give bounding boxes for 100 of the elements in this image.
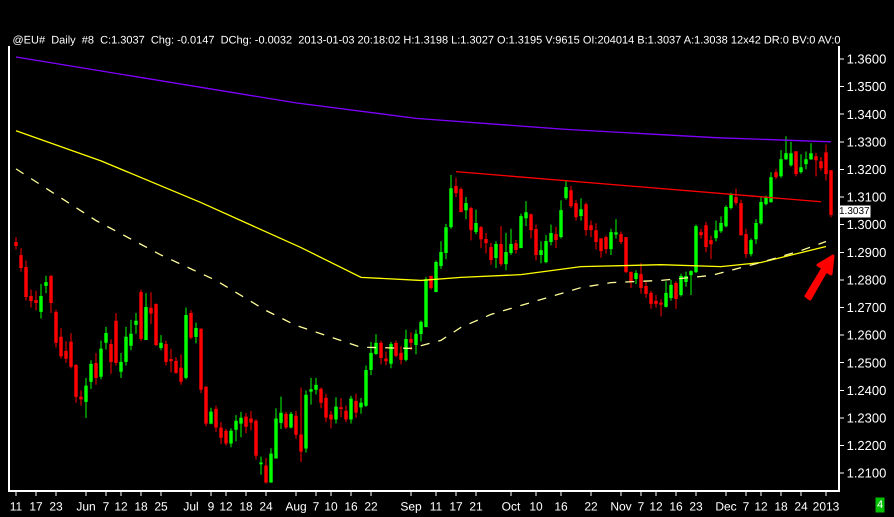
line-series	[15, 130, 827, 282]
candlestick	[574, 199, 578, 222]
x-tick-label: 23	[49, 499, 63, 514]
candlestick	[399, 346, 403, 365]
candlestick	[749, 238, 753, 257]
candlestick	[29, 289, 33, 308]
candlestick	[559, 200, 563, 239]
candlestick	[454, 177, 458, 198]
x-tick-label: 16	[554, 499, 568, 514]
candlestick	[494, 240, 498, 268]
candlestick	[249, 410, 253, 431]
candlestick	[774, 168, 778, 180]
x-tick-label: 24	[259, 499, 273, 514]
y-tick-label: 1.2700	[846, 300, 886, 316]
x-tick-label: 9	[208, 499, 215, 514]
x-tick-label: Sep	[400, 499, 422, 514]
y-tick-label: 1.3600	[846, 52, 886, 67]
candlestick	[449, 174, 453, 230]
candlestick	[534, 224, 538, 262]
candlestick	[799, 154, 803, 174]
candlestick	[579, 198, 583, 222]
candlestick	[39, 284, 43, 320]
candlestick	[484, 232, 488, 254]
candlestick	[524, 200, 528, 227]
candlestick	[509, 228, 513, 256]
line-series	[15, 56, 832, 142]
x-tick-label: 18	[774, 499, 788, 514]
candlestick	[309, 377, 313, 406]
candlestick	[549, 224, 553, 246]
candlestick	[649, 290, 653, 310]
x-tick-label: 2013	[812, 499, 840, 514]
x-tick-label: Dec	[715, 499, 737, 514]
candlestick	[709, 235, 713, 260]
y-tick-label: 1.3300	[846, 134, 886, 150]
candlestick	[329, 410, 333, 429]
candlestick	[599, 238, 603, 258]
candlestick	[224, 428, 228, 446]
y-tick-label: 1.3200	[846, 162, 886, 177]
candlestick	[659, 298, 663, 317]
candlestick	[339, 398, 343, 418]
candlestick	[824, 144, 828, 181]
candlestick	[219, 422, 223, 445]
candlestick	[324, 393, 328, 423]
candlestick	[44, 275, 48, 294]
y-tick-label: 1.3400	[846, 106, 886, 122]
candlestick	[469, 206, 473, 241]
candlestick	[209, 407, 213, 425]
candlestick	[179, 354, 183, 386]
candlestick	[369, 342, 373, 376]
candlestick	[174, 356, 178, 374]
candlestick	[809, 142, 813, 160]
candlestick	[124, 326, 128, 366]
candlestick	[84, 377, 88, 418]
candlestick	[789, 141, 793, 168]
candlestick	[244, 412, 248, 434]
candlestick	[554, 226, 558, 249]
candlestick	[444, 223, 448, 260]
candlestick	[94, 352, 98, 386]
candlestick	[69, 332, 73, 369]
candlestick	[164, 340, 168, 366]
candlestick	[474, 208, 478, 235]
candlestick	[384, 351, 388, 366]
candlestick	[354, 393, 358, 418]
candlestick	[89, 360, 93, 390]
x-tick-label: 16	[344, 499, 358, 514]
candlestick	[149, 292, 153, 325]
candlestick	[619, 231, 623, 244]
candlestick	[594, 222, 598, 250]
candlestick	[634, 270, 638, 285]
candlestick	[214, 405, 218, 432]
y-tick-label: 1.3000	[846, 217, 886, 232]
candlestick	[704, 221, 708, 253]
candlestick	[654, 294, 658, 308]
candlestick	[374, 334, 378, 356]
candlestick	[754, 218, 758, 244]
x-tick-label: 22	[584, 499, 598, 514]
candlestick	[699, 228, 703, 239]
x-tick-label: 11	[10, 499, 23, 514]
candlestick	[414, 329, 418, 355]
candlestick	[269, 448, 273, 484]
x-tick-label: Nov	[610, 499, 632, 514]
candlestick	[129, 319, 133, 351]
candlestick	[689, 270, 693, 296]
candlestick	[109, 338, 113, 374]
candlestick	[134, 312, 138, 334]
x-tick-label: 12	[219, 499, 233, 514]
candlestick	[569, 185, 573, 209]
candlestick	[194, 322, 198, 344]
candlestick	[394, 340, 398, 358]
candlestick	[59, 328, 63, 360]
x-tick-label: 17	[29, 499, 43, 514]
candlestick	[609, 228, 613, 256]
candlestick	[229, 428, 233, 448]
x-tick-label: Oct	[502, 499, 521, 514]
candlestick	[784, 136, 788, 160]
x-tick-label: Aug	[285, 499, 307, 514]
x-tick-label: 7	[312, 499, 320, 514]
candlestick	[274, 408, 278, 460]
line-series	[15, 168, 827, 349]
x-tick-label: 21	[469, 499, 483, 514]
